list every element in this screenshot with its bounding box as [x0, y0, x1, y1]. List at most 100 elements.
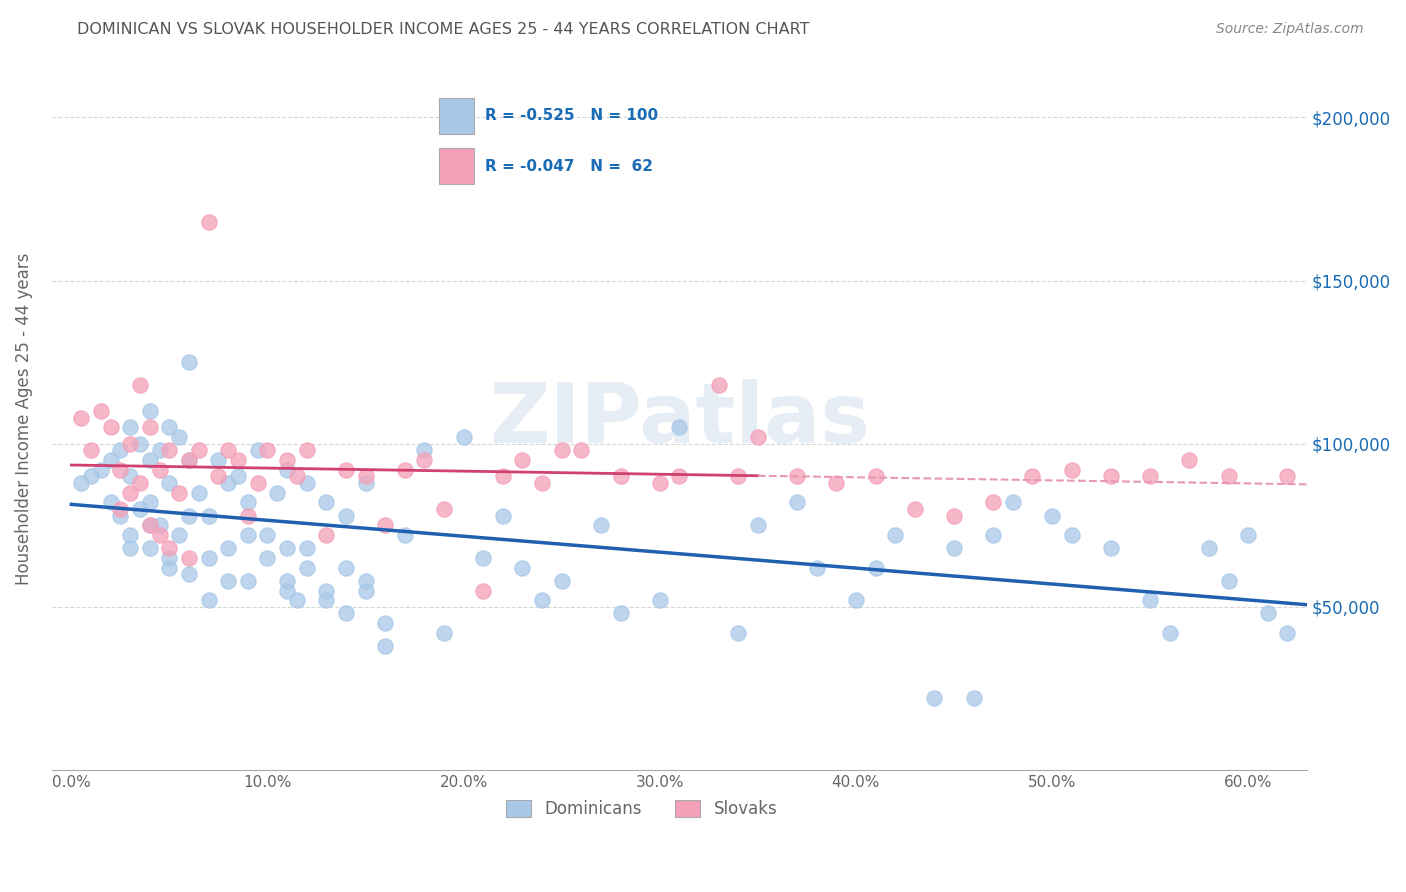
Point: [236, 495, 259, 509]
Point: [806, 560, 828, 574]
Point: [139, 453, 162, 467]
Point: [236, 528, 259, 542]
Point: [1060, 463, 1083, 477]
Point: [149, 528, 172, 542]
Point: [120, 469, 142, 483]
Point: [609, 607, 631, 621]
Point: [159, 560, 181, 574]
Point: [413, 453, 436, 467]
Point: [110, 508, 132, 523]
Point: [1040, 508, 1063, 523]
Point: [177, 355, 200, 369]
Point: [1060, 528, 1083, 542]
Point: [139, 404, 162, 418]
Point: [149, 518, 172, 533]
Point: [1139, 469, 1161, 483]
Point: [256, 443, 278, 458]
Point: [747, 430, 769, 444]
Point: [276, 453, 298, 467]
Point: [1099, 541, 1122, 556]
Point: [335, 607, 357, 621]
Point: [246, 443, 269, 458]
Point: [207, 469, 229, 483]
Point: [394, 463, 416, 477]
Point: [531, 475, 554, 490]
Point: [120, 485, 142, 500]
Point: [217, 541, 239, 556]
Point: [167, 430, 190, 444]
Point: [276, 541, 298, 556]
Point: [285, 469, 308, 483]
Point: [374, 639, 396, 653]
Point: [70, 475, 93, 490]
Point: [1218, 469, 1240, 483]
Point: [159, 475, 181, 490]
Point: [236, 574, 259, 588]
Point: [962, 691, 984, 706]
Point: [80, 469, 103, 483]
Point: [512, 560, 534, 574]
Point: [1237, 528, 1260, 542]
Point: [129, 378, 152, 392]
Point: [197, 550, 219, 565]
Point: [1099, 469, 1122, 483]
Point: [354, 583, 377, 598]
Point: [433, 502, 456, 516]
Point: [177, 508, 200, 523]
Point: [315, 583, 337, 598]
Point: [981, 528, 1004, 542]
Point: [226, 453, 249, 467]
Point: [295, 443, 318, 458]
Point: [217, 475, 239, 490]
Point: [981, 495, 1004, 509]
Point: [472, 583, 495, 598]
Legend: Dominicans, Slovaks: Dominicans, Slovaks: [499, 793, 785, 825]
Point: [226, 469, 249, 483]
Point: [197, 215, 219, 229]
Point: [246, 475, 269, 490]
Point: [413, 443, 436, 458]
Point: [217, 574, 239, 588]
Point: [472, 550, 495, 565]
Point: [177, 567, 200, 582]
Point: [120, 436, 142, 450]
Point: [1198, 541, 1220, 556]
Point: [295, 475, 318, 490]
Point: [845, 593, 868, 607]
Point: [256, 550, 278, 565]
Point: [865, 560, 887, 574]
Point: [551, 574, 574, 588]
Point: [668, 469, 690, 483]
Point: [374, 518, 396, 533]
Text: DOMINICAN VS SLOVAK HOUSEHOLDER INCOME AGES 25 - 44 YEARS CORRELATION CHART: DOMINICAN VS SLOVAK HOUSEHOLDER INCOME A…: [77, 22, 810, 37]
Point: [942, 508, 965, 523]
Point: [285, 593, 308, 607]
Point: [159, 541, 181, 556]
Point: [100, 495, 122, 509]
Point: [354, 475, 377, 490]
Point: [110, 502, 132, 516]
Point: [139, 518, 162, 533]
Point: [70, 410, 93, 425]
Point: [149, 463, 172, 477]
Point: [256, 528, 278, 542]
Point: [90, 463, 112, 477]
Point: [1218, 574, 1240, 588]
Point: [120, 420, 142, 434]
Point: [295, 560, 318, 574]
Point: [648, 593, 671, 607]
Point: [177, 550, 200, 565]
Point: [129, 475, 152, 490]
Point: [354, 469, 377, 483]
Point: [1001, 495, 1024, 509]
Point: [551, 443, 574, 458]
Point: [374, 616, 396, 631]
Point: [110, 443, 132, 458]
Point: [512, 453, 534, 467]
Point: [1139, 593, 1161, 607]
Point: [139, 518, 162, 533]
Point: [129, 502, 152, 516]
Point: [187, 443, 209, 458]
Point: [884, 528, 907, 542]
Point: [177, 453, 200, 467]
